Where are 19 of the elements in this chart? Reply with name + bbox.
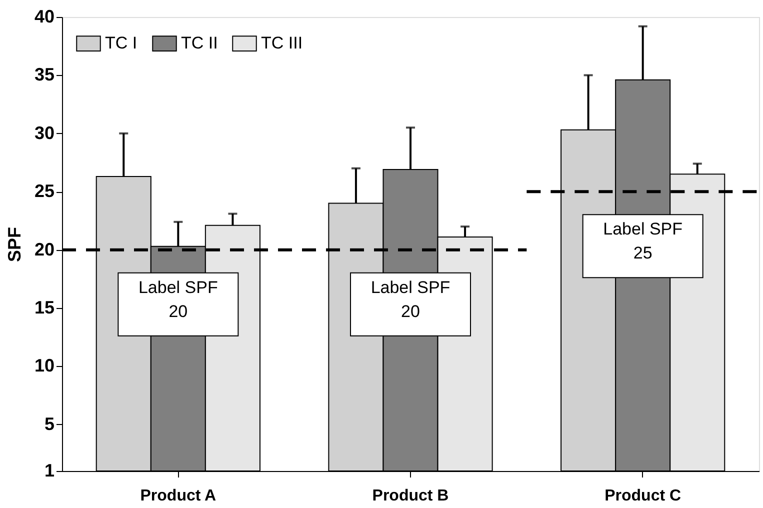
legend-label: TC III xyxy=(261,34,303,53)
y-tick-label: 20 xyxy=(34,239,54,260)
y-tick-label: 1 xyxy=(44,460,54,480)
y-tick-label: 15 xyxy=(34,298,54,318)
x-tick-label: Product A xyxy=(140,488,217,504)
x-tick-label: Product B xyxy=(372,488,449,504)
legend-label: TC II xyxy=(181,34,218,53)
annotation: Label SPF 25 xyxy=(603,220,683,263)
y-tick-label: 40 xyxy=(34,6,54,26)
legend-label: TC I xyxy=(105,34,138,53)
y-axis-title: SPF xyxy=(4,226,24,262)
x-tick-label: Product C xyxy=(604,488,682,504)
y-tick-label: 5 xyxy=(44,414,54,434)
annotation: Label SPF 20 xyxy=(370,278,450,321)
y-tick-label: 30 xyxy=(34,122,54,143)
y-tick-label: 35 xyxy=(34,64,54,85)
y-tick-label: 25 xyxy=(34,181,54,202)
y-tick-label: 10 xyxy=(34,356,54,376)
annotation: Label SPF 20 xyxy=(138,278,218,321)
